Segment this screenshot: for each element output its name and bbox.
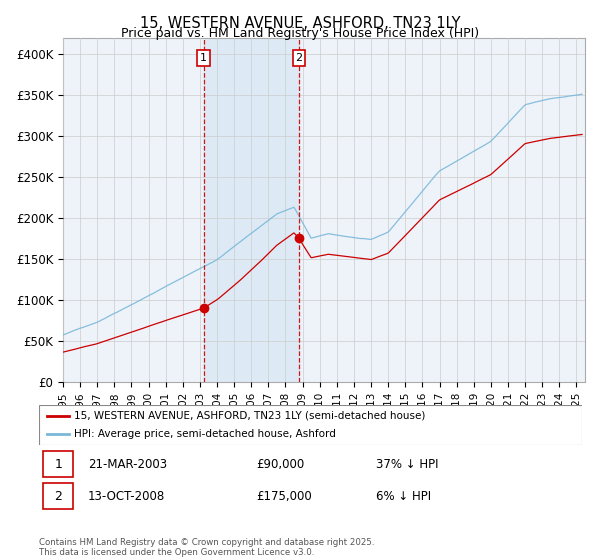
Text: 15, WESTERN AVENUE, ASHFORD, TN23 1LY: 15, WESTERN AVENUE, ASHFORD, TN23 1LY — [140, 16, 460, 31]
Text: 1: 1 — [200, 53, 207, 63]
FancyBboxPatch shape — [43, 451, 73, 477]
Text: 2: 2 — [55, 490, 62, 503]
FancyBboxPatch shape — [43, 483, 73, 509]
Text: 21-MAR-2003: 21-MAR-2003 — [88, 458, 167, 470]
Text: £175,000: £175,000 — [256, 490, 312, 503]
Text: Price paid vs. HM Land Registry's House Price Index (HPI): Price paid vs. HM Land Registry's House … — [121, 27, 479, 40]
Text: HPI: Average price, semi-detached house, Ashford: HPI: Average price, semi-detached house,… — [74, 430, 336, 439]
FancyBboxPatch shape — [39, 405, 582, 445]
Text: 37% ↓ HPI: 37% ↓ HPI — [376, 458, 438, 470]
Text: 13-OCT-2008: 13-OCT-2008 — [88, 490, 165, 503]
Bar — [203, 38, 299, 382]
Text: 2: 2 — [295, 53, 302, 63]
Text: £90,000: £90,000 — [256, 458, 304, 470]
Text: 6% ↓ HPI: 6% ↓ HPI — [376, 490, 431, 503]
Text: 1: 1 — [55, 458, 62, 470]
Text: 15, WESTERN AVENUE, ASHFORD, TN23 1LY (semi-detached house): 15, WESTERN AVENUE, ASHFORD, TN23 1LY (s… — [74, 411, 425, 421]
Text: Contains HM Land Registry data © Crown copyright and database right 2025.
This d: Contains HM Land Registry data © Crown c… — [39, 538, 374, 557]
